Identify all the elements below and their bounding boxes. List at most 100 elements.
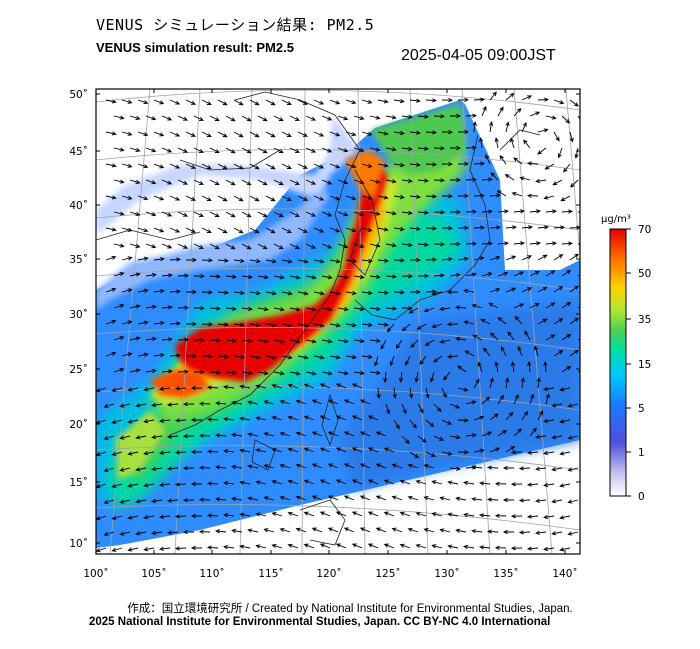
wind-arrow xyxy=(263,528,275,533)
wind-arrow xyxy=(369,274,381,279)
wind-arrow xyxy=(457,161,470,167)
wind-arrow xyxy=(415,479,427,485)
wind-arrow xyxy=(239,512,251,517)
colorbar-tick-label: 1 xyxy=(638,447,645,459)
wind-arrow xyxy=(574,147,579,159)
wind-arrow xyxy=(431,480,443,485)
wind-arrow xyxy=(374,355,379,367)
wind-arrow xyxy=(177,369,190,374)
wind-arrow xyxy=(410,257,422,263)
wind-arrow xyxy=(327,431,339,437)
wind-arrow xyxy=(439,306,451,312)
wind-arrow xyxy=(321,307,333,312)
wind-arrow xyxy=(353,306,365,312)
wind-arrow xyxy=(551,467,563,472)
wind-arrow xyxy=(447,512,459,517)
wind-arrow xyxy=(279,495,291,501)
wind-arrow xyxy=(361,322,373,328)
wind-arrow xyxy=(249,290,261,296)
wind-arrow xyxy=(401,146,413,152)
wind-arrow xyxy=(447,544,459,549)
wind-arrow xyxy=(335,543,347,549)
wind-arrow xyxy=(105,351,117,357)
wind-arrow xyxy=(127,547,139,552)
wind-arrow xyxy=(401,178,413,184)
wind-arrow xyxy=(446,289,459,295)
wind-arrow xyxy=(465,113,478,118)
wind-arrow xyxy=(359,399,371,405)
wind-arrow xyxy=(129,179,141,184)
wind-arrow xyxy=(345,227,357,233)
wind-arrow xyxy=(119,403,131,408)
wind-arrow xyxy=(345,290,357,296)
wind-arrow xyxy=(185,257,198,263)
wind-arrow xyxy=(481,431,493,437)
colorbar-tick-label: 15 xyxy=(638,359,651,371)
wind-arrow xyxy=(247,400,259,405)
wind-arrow xyxy=(553,99,565,105)
lon-label: 100˚ xyxy=(83,568,108,580)
wind-arrow xyxy=(305,243,317,249)
wind-arrow xyxy=(393,419,400,430)
wind-arrow xyxy=(449,466,461,471)
wind-arrow xyxy=(441,225,454,231)
wind-arrow xyxy=(561,301,572,309)
wind-arrow xyxy=(375,527,387,533)
wind-arrow xyxy=(385,306,398,311)
wind-arrow xyxy=(145,336,157,342)
wind-arrow xyxy=(255,512,267,517)
wind-arrow xyxy=(463,288,475,294)
wind-arrow xyxy=(513,428,522,437)
wind-arrow xyxy=(321,211,333,217)
wind-arrow xyxy=(273,275,285,280)
wind-arrow xyxy=(257,179,268,186)
wind-arrow xyxy=(233,227,244,234)
credit-line: 作成：国立環境研究所 / Created by National Institu… xyxy=(127,603,573,615)
wind-arrow xyxy=(409,98,421,103)
wind-arrow xyxy=(329,99,341,105)
wind-arrow xyxy=(545,209,558,214)
wind-arrow xyxy=(201,131,212,137)
wind-arrow xyxy=(143,483,155,488)
wind-arrow xyxy=(127,515,139,520)
wind-arrow xyxy=(129,147,141,152)
wind-arrow xyxy=(257,307,269,312)
wind-arrow xyxy=(249,322,261,328)
wind-arrow xyxy=(105,163,117,168)
wind-arrow xyxy=(105,99,117,104)
wind-arrow xyxy=(545,241,558,246)
wind-arrow xyxy=(488,302,499,309)
wind-arrow xyxy=(513,209,526,214)
wind-arrow xyxy=(353,370,365,376)
wind-arrow xyxy=(455,528,467,533)
wind-arrow xyxy=(345,322,357,328)
wind-arrow xyxy=(399,543,411,549)
wind-arrow xyxy=(198,401,211,406)
wind-arrow xyxy=(271,416,283,421)
wind-arrow xyxy=(305,371,317,376)
wind-arrow xyxy=(223,448,235,454)
wind-arrow xyxy=(255,448,267,453)
wind-arrow xyxy=(135,435,147,440)
wind-arrow xyxy=(423,496,435,501)
wind-arrow xyxy=(193,273,206,279)
wind-arrow xyxy=(383,371,388,383)
wind-arrow xyxy=(249,195,260,202)
wind-arrow xyxy=(153,131,165,137)
wind-arrow xyxy=(489,255,501,261)
axis-ticks xyxy=(95,89,580,554)
wind-arrow xyxy=(369,179,381,184)
wind-arrow xyxy=(249,131,260,138)
wind-arrow xyxy=(385,147,397,152)
wind-arrow xyxy=(161,115,173,121)
wind-arrow xyxy=(273,179,284,186)
lat-label: 25˚ xyxy=(69,364,88,376)
wind-arrow xyxy=(457,450,470,455)
wind-arrow xyxy=(393,290,406,295)
wind-arrow xyxy=(478,545,491,550)
wind-arrow xyxy=(561,209,574,214)
wind-arrow xyxy=(377,163,389,168)
wind-arrow xyxy=(543,482,555,488)
wind-arrow xyxy=(561,333,572,341)
copyright-line: 2025 National Institute for Environmenta… xyxy=(89,616,551,628)
